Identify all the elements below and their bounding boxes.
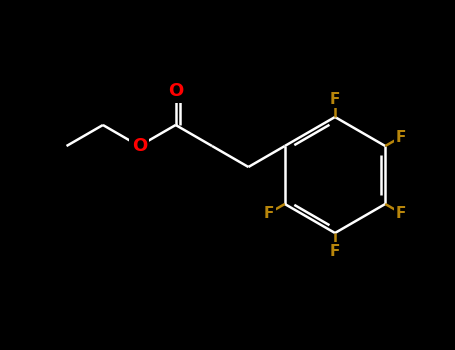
Text: F: F xyxy=(396,205,406,220)
Text: F: F xyxy=(330,244,340,259)
Text: F: F xyxy=(330,91,340,106)
Text: O: O xyxy=(168,82,183,100)
Text: F: F xyxy=(396,130,406,145)
Text: O: O xyxy=(131,137,147,155)
Text: F: F xyxy=(264,205,274,220)
